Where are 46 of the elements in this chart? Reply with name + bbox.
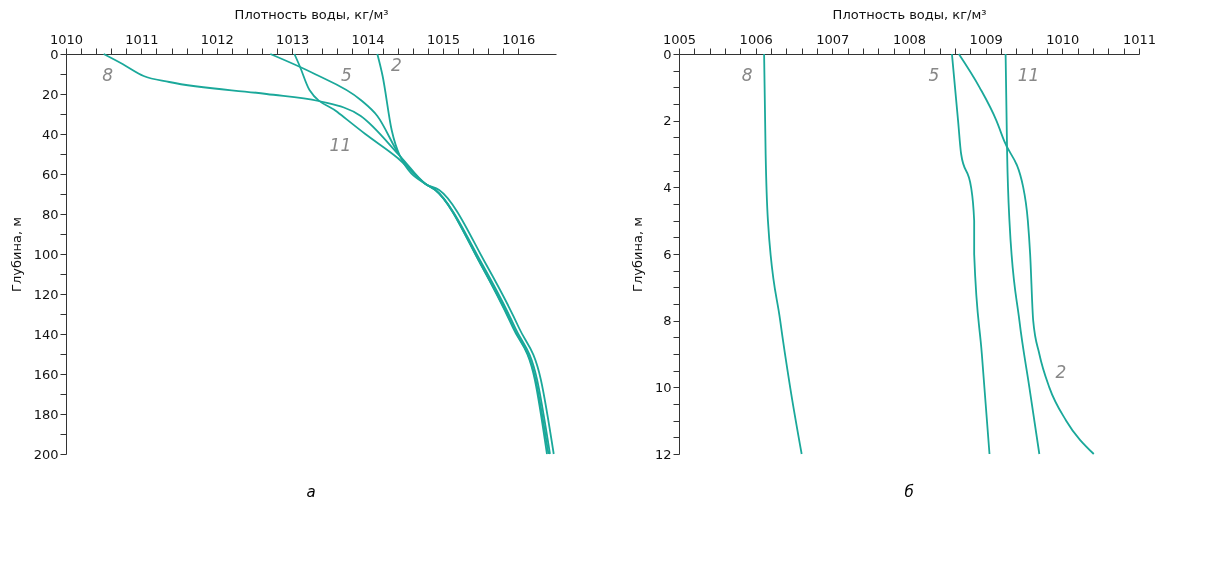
x-tick-label: 1010 [1046, 31, 1080, 47]
x-tick-label: 1013 [276, 31, 310, 47]
series-label: 5 [340, 65, 352, 85]
series-label: 5 [928, 65, 940, 85]
y-tick-label: 12 [654, 446, 672, 462]
y-tick-label: 140 [33, 326, 59, 342]
y-tick-label: 0 [663, 46, 672, 62]
x-tick-label: 1014 [351, 31, 385, 47]
y-axis-title: Глубина, м [8, 217, 24, 292]
text: а [306, 483, 316, 501]
y-tick-label: 0 [50, 46, 59, 62]
x-tick-label: 1016 [502, 31, 536, 47]
y-tick-label: 120 [33, 286, 59, 302]
y-tick-label: 80 [41, 206, 59, 222]
y-tick-label: 100 [33, 246, 59, 262]
series-label: 2 [1055, 362, 1067, 382]
x-tick-label: 1008 [892, 31, 927, 47]
y-tick-label: 10 [654, 379, 672, 395]
y-tick-label: 20 [41, 86, 59, 102]
y-tick-label: 40 [41, 126, 59, 142]
series-label: 11 [329, 135, 352, 155]
x-tick-label: 1011 [125, 31, 159, 47]
x-tick-label: 1012 [200, 31, 234, 47]
y-tick-label: 200 [33, 446, 59, 462]
text: б [904, 483, 914, 501]
x-tick-label: 1011 [1122, 31, 1157, 47]
y-tick-label: 8 [663, 313, 672, 329]
y-tick-label: 2 [663, 113, 672, 129]
x-tick-label: 1009 [969, 31, 1003, 47]
series-label: 11 [1017, 65, 1040, 85]
x-tick-label: 1010 [49, 31, 84, 47]
y-tick-label: 180 [33, 406, 59, 422]
y-tick-label: 6 [663, 246, 672, 262]
x-tick-label: 1005 [662, 31, 697, 47]
x-axis-title: Плотность воды, кг/м³ [234, 6, 389, 22]
series-label: 8 [102, 65, 114, 85]
series-label: 8 [741, 65, 753, 85]
series-label: 2 [390, 55, 402, 75]
y-tick-label: 60 [41, 166, 59, 182]
x-tick-label: 1006 [739, 31, 773, 47]
x-tick-label: 1015 [426, 31, 460, 47]
y-tick-label: 160 [33, 366, 59, 382]
x-axis-title: Плотность воды, кг/м³ [832, 6, 987, 22]
y-tick-label: 4 [663, 179, 672, 195]
x-tick-label: 1007 [816, 31, 850, 47]
y-axis-title: Глубина, м [629, 217, 645, 292]
